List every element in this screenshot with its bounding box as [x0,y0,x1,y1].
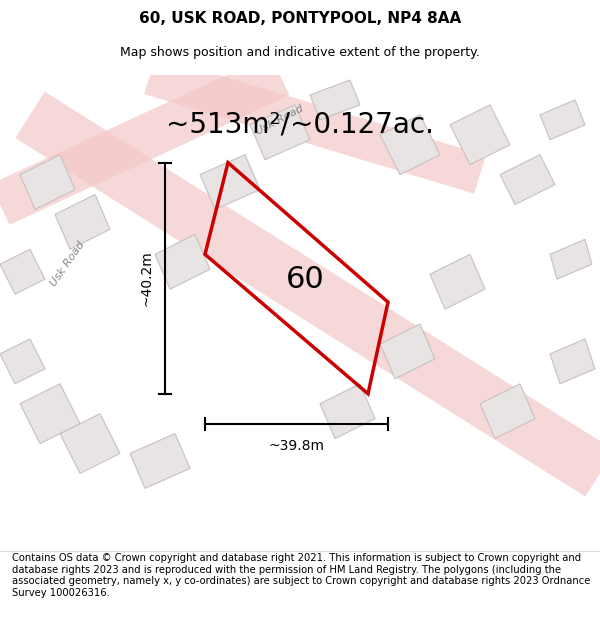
Text: 60: 60 [286,265,325,294]
Text: 60, USK ROAD, PONTYPOOL, NP4 8AA: 60, USK ROAD, PONTYPOOL, NP4 8AA [139,11,461,26]
Polygon shape [144,56,486,194]
Text: Contains OS data © Crown copyright and database right 2021. This information is : Contains OS data © Crown copyright and d… [12,553,590,598]
Polygon shape [16,92,600,497]
Polygon shape [380,324,435,379]
Polygon shape [0,54,289,225]
Polygon shape [155,234,210,289]
Polygon shape [380,115,440,174]
Polygon shape [450,105,510,164]
Polygon shape [310,80,360,120]
Polygon shape [0,249,45,294]
Polygon shape [20,384,80,444]
Text: Usk Road: Usk Road [254,103,305,136]
Polygon shape [550,239,592,279]
Polygon shape [550,339,595,384]
Polygon shape [200,154,260,209]
Polygon shape [130,434,190,488]
Polygon shape [480,384,535,439]
Text: ~39.8m: ~39.8m [269,439,325,452]
Polygon shape [500,154,555,204]
Text: ~40.2m: ~40.2m [140,251,154,306]
Text: Map shows position and indicative extent of the property.: Map shows position and indicative extent… [120,46,480,59]
Polygon shape [430,254,485,309]
Polygon shape [55,194,110,249]
Polygon shape [320,384,375,439]
Polygon shape [20,154,75,209]
Text: Usk Road: Usk Road [49,240,87,289]
Polygon shape [540,100,585,140]
Polygon shape [250,105,310,159]
Polygon shape [60,414,120,474]
Polygon shape [0,339,45,384]
Text: ~513m²/~0.127ac.: ~513m²/~0.127ac. [166,111,434,139]
